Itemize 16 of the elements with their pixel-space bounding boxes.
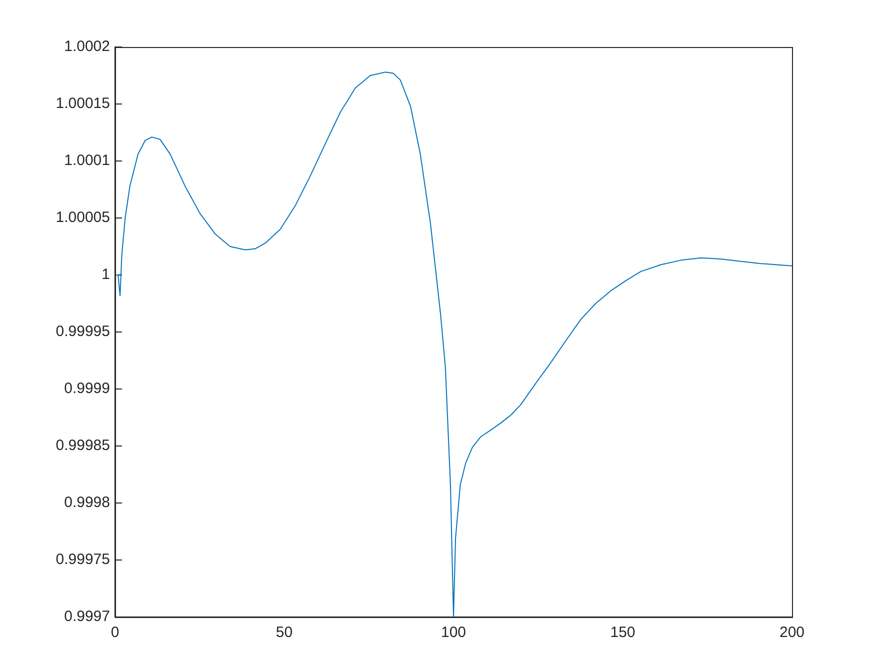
x-tick-label: 50 — [276, 624, 293, 642]
y-tick-label: 0.99995 — [56, 323, 110, 340]
x-tick-label: 150 — [610, 624, 636, 642]
y-tick-label: 0.99985 — [56, 437, 110, 454]
y-tick-label: 0.99975 — [56, 551, 110, 568]
y-tick-label: 1.0002 — [64, 38, 110, 56]
x-tick-label: 200 — [779, 624, 805, 642]
y-tick-label: 1.00015 — [56, 95, 110, 112]
y-tick-label: 1.0001 — [64, 152, 110, 170]
y-tick-label: 0.9999 — [64, 380, 110, 398]
y-tick-label: 1 — [102, 266, 110, 284]
y-tick-label: 0.9997 — [64, 608, 110, 626]
y-tick-label: 1.00005 — [56, 209, 110, 226]
y-tick-label: 0.9998 — [64, 494, 110, 512]
x-tick-label: 0 — [110, 624, 120, 642]
x-tick-label: 100 — [440, 624, 466, 642]
